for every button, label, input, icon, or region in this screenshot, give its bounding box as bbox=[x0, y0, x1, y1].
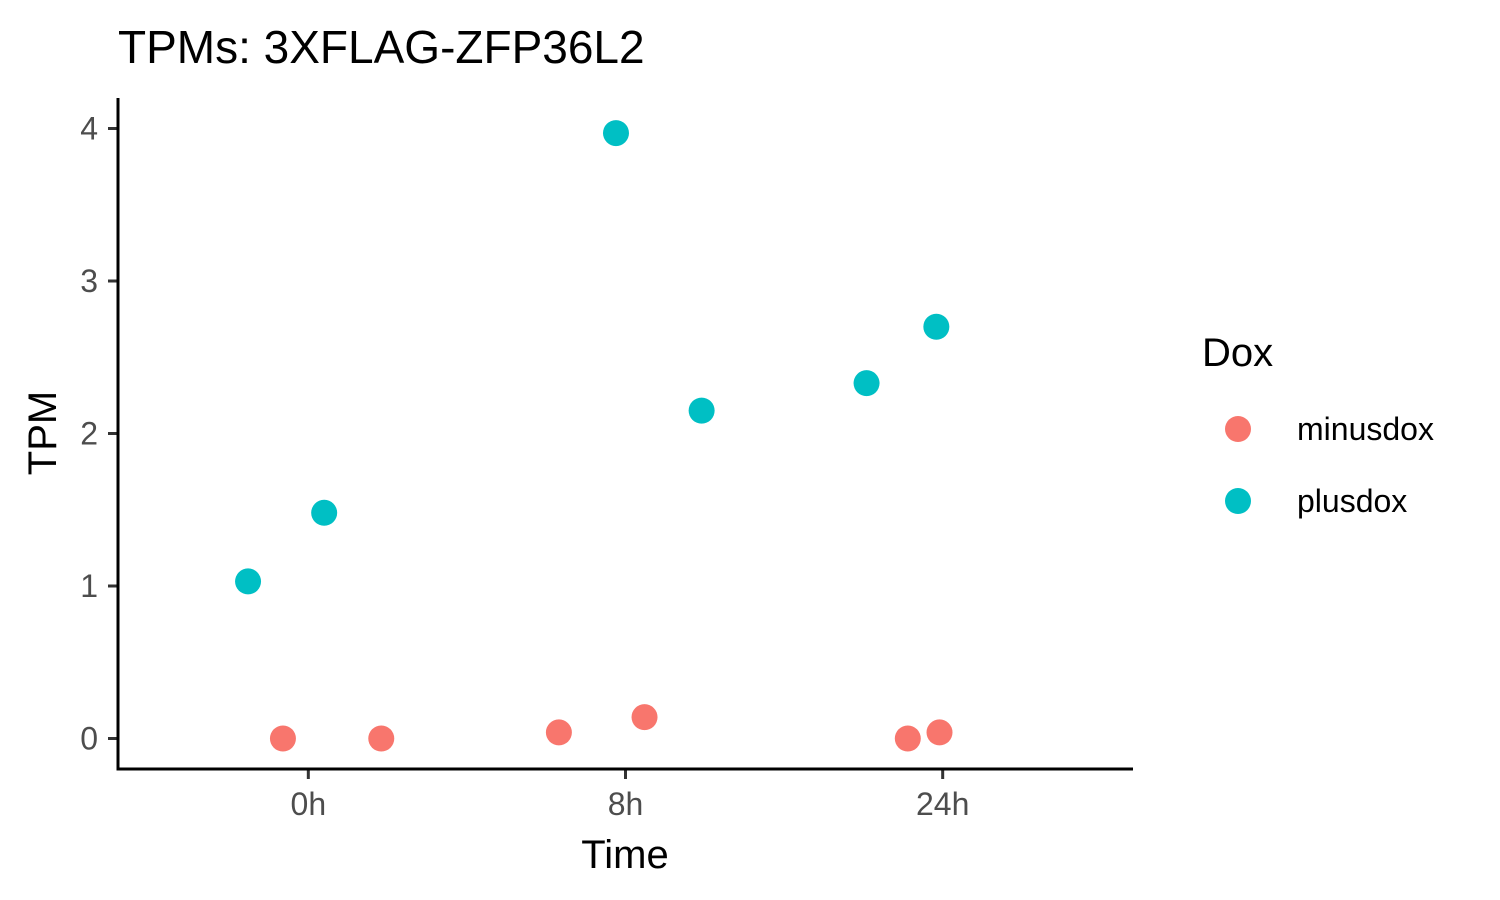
x-axis: 0h 8h 24h bbox=[291, 769, 969, 822]
y-tick-label: 2 bbox=[80, 416, 98, 452]
y-axis-title: TPM bbox=[21, 391, 65, 475]
data-point-plusdox bbox=[923, 313, 950, 340]
legend-key-plusdox bbox=[1225, 488, 1251, 514]
data-point-minusdox bbox=[368, 725, 395, 752]
y-tick-label: 0 bbox=[80, 721, 98, 757]
data-point-minusdox bbox=[894, 725, 921, 752]
data-point-minusdox bbox=[269, 725, 296, 752]
x-tick-label: 24h bbox=[916, 786, 969, 822]
legend-label-minusdox: minusdox bbox=[1297, 411, 1434, 447]
data-point-minusdox bbox=[545, 719, 572, 746]
data-point-plusdox bbox=[235, 568, 262, 595]
x-axis-title: Time bbox=[581, 833, 668, 877]
legend-title: Dox bbox=[1202, 331, 1273, 375]
data-point-plusdox bbox=[688, 397, 715, 424]
y-axis: 0 1 2 3 4 bbox=[80, 111, 118, 757]
chart-title: TPMs: 3XFLAG-ZFP36L2 bbox=[118, 21, 645, 73]
y-tick-label: 1 bbox=[80, 568, 98, 604]
legend-label-plusdox: plusdox bbox=[1297, 483, 1407, 519]
data-point-minusdox bbox=[631, 704, 658, 731]
legend-key-minusdox bbox=[1225, 416, 1251, 442]
data-points bbox=[235, 120, 953, 752]
x-tick-label: 8h bbox=[608, 786, 644, 822]
y-tick-label: 3 bbox=[80, 263, 98, 299]
data-point-plusdox bbox=[602, 120, 629, 147]
data-point-minusdox bbox=[926, 719, 953, 746]
legend-items: minusdox plusdox bbox=[1225, 411, 1434, 519]
data-point-plusdox bbox=[853, 370, 880, 397]
x-tick-label: 0h bbox=[291, 786, 327, 822]
legend: Dox minusdox plusdox bbox=[1202, 331, 1434, 519]
y-tick-label: 4 bbox=[80, 111, 98, 147]
data-point-plusdox bbox=[311, 499, 338, 526]
